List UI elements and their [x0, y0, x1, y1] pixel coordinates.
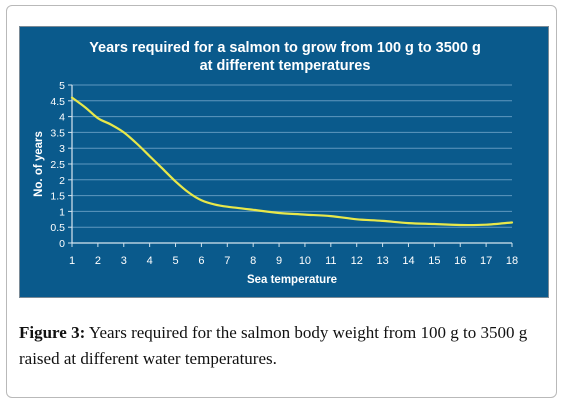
y-tick-label: 2.5 — [50, 159, 65, 171]
series-line — [70, 96, 514, 227]
x-tick-label: 7 — [224, 255, 230, 267]
x-tick-label: 4 — [147, 255, 153, 267]
x-tick-label: 13 — [376, 255, 388, 267]
x-tick-label: 2 — [95, 255, 101, 267]
line-chart: 00.511.522.533.544.551 2 3 4 5 6 7 8 9 10 11 12 13 14… — [33, 80, 518, 286]
x-tick-label: 16 — [454, 255, 466, 267]
y-tick-label: 0 — [59, 238, 65, 250]
x-tick-label: 10 — [299, 255, 311, 267]
y-tick-label: 5 — [59, 80, 65, 92]
y-tick-label: 2 — [59, 175, 65, 187]
y-axis-label: No. of years — [33, 131, 45, 197]
y-tick-label: 3.5 — [50, 127, 65, 139]
x-tick-label: 11 — [325, 255, 336, 267]
x-axis-label: Sea temperature — [247, 274, 337, 286]
y-tick-label: 4.5 — [50, 96, 65, 108]
x-tick-label: 9 — [276, 255, 282, 267]
x-tick-label: 5 — [172, 255, 178, 267]
x-tick-label: 1 — [69, 255, 75, 267]
x-tick-label: 17 — [480, 255, 492, 267]
caption-text: Years required for the salmon body weigh… — [19, 323, 528, 368]
x-tick-label: 18 — [506, 255, 518, 267]
y-tick-label: 1.5 — [50, 191, 65, 203]
figure-caption: Figure 3: Years required for the salmon … — [19, 320, 549, 372]
x-tick-label: 15 — [428, 255, 440, 267]
x-tick-label: 14 — [402, 255, 414, 267]
x-tick-label: 3 — [121, 255, 127, 267]
chart-title: Years required for a salmon to grow from… — [20, 39, 550, 75]
x-tick-label: 6 — [198, 255, 204, 267]
chart-title-line1: Years required for a salmon to grow from… — [89, 40, 481, 56]
x-tick-label: 8 — [250, 255, 256, 267]
y-tick-label: 4 — [59, 112, 65, 124]
chart-title-line2: at different temperatures — [199, 58, 371, 74]
y-tick-label: 0.5 — [50, 222, 65, 234]
y-tick-label: 3 — [59, 143, 65, 155]
chart-panel: 0 0.5 1 1.5 2 2.5 3 3.5 4 4.5 5 1 2 3 4 5 6 7 8 9 10 11 12 13 14… — [19, 26, 549, 298]
y-tick-label: 1 — [59, 206, 65, 218]
x-tick-label: 12 — [351, 255, 363, 267]
caption-label: Figure 3: — [19, 323, 86, 342]
